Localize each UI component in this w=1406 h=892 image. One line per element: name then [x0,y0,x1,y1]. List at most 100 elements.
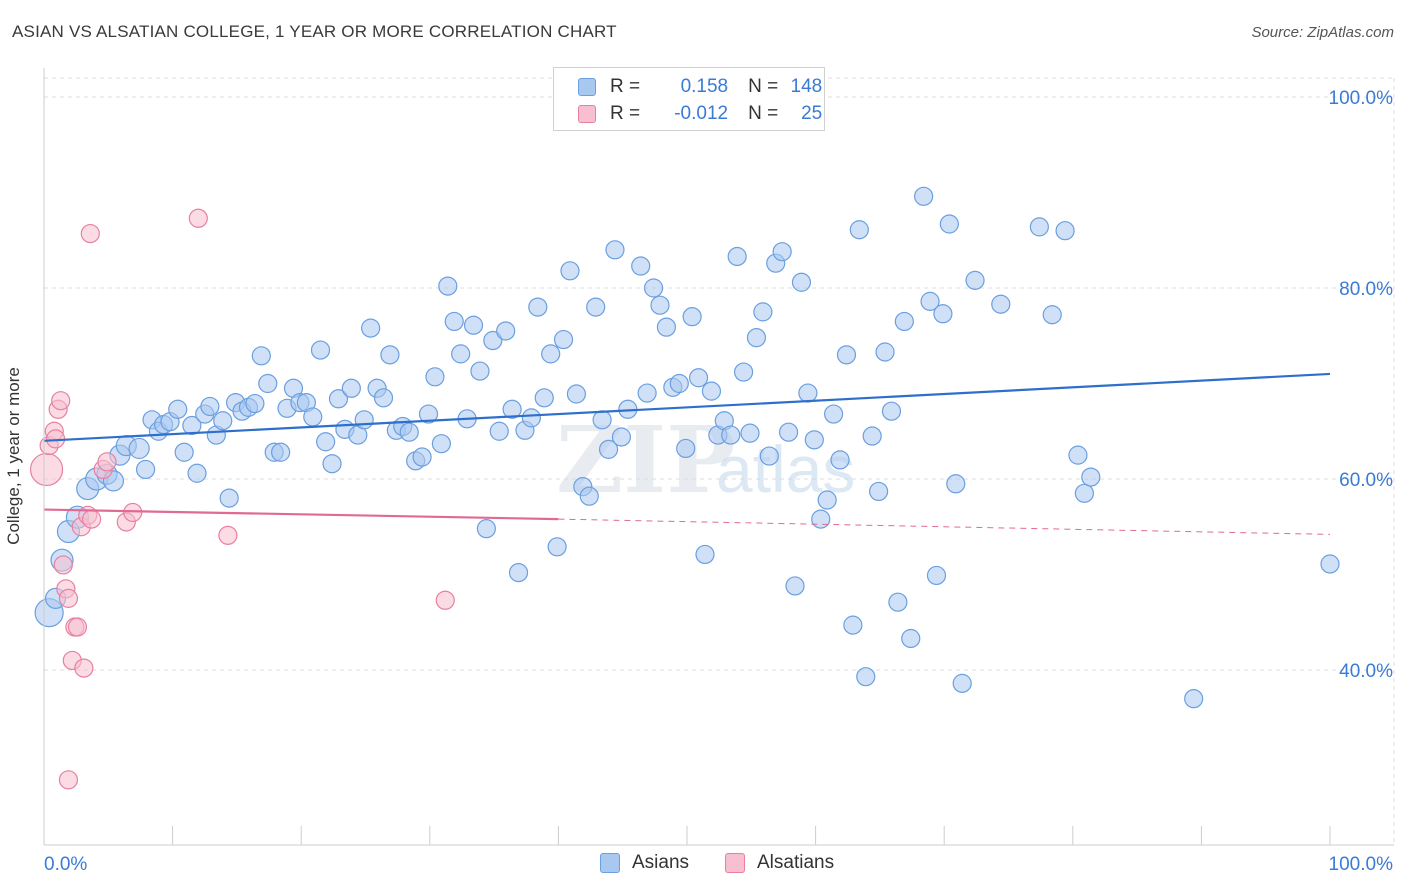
asians-point [560,261,580,281]
asians-point [695,544,715,565]
axis-layer: 100.0% 80.0% 60.0% 40.0% 0.0% 100.0% [43,68,1394,875]
asians-point [830,450,850,470]
legend-row-asians: R = 0.158 N = 148 [578,74,822,100]
asians-swatch [600,853,620,873]
asians-point [894,311,914,332]
asians-point [669,373,689,394]
asians-point [843,615,863,635]
asians-point [875,342,895,362]
asians-point [200,396,220,417]
asians-point [740,423,760,443]
alsatians-point [58,770,79,790]
asians-trend-line [43,372,1331,442]
alsatians-point [188,208,208,228]
asians-point [746,328,767,348]
asians-point [182,415,202,436]
asians-point [682,307,702,327]
alsatians-point [67,617,88,637]
asians-point [1042,305,1062,325]
alsatians-point [81,509,102,529]
asians-point [489,421,509,441]
asians-point [637,383,657,403]
asians-point [650,295,670,315]
asians-point [303,407,323,427]
asians-point [791,272,812,292]
legend-n-label: N = [748,103,779,124]
asians-point [451,344,471,364]
asians-point [836,345,857,365]
asians-point [939,214,959,234]
asians-point [135,459,156,480]
asians-point [271,442,291,462]
asians-point [373,388,394,408]
source-label: Source: ZipAtlas.com [1251,24,1394,41]
asians-point [425,367,445,387]
alsatians-point [218,525,238,545]
asians-point [316,432,336,452]
asians-point [310,340,331,360]
x-tick-label: 0.0% [44,854,87,875]
legend-r-label: R = [610,103,641,124]
alsatians-label: Alsatians [757,852,835,873]
alsatians-point [80,223,100,244]
x-tick-label: 100.0% [1329,854,1394,875]
bottom-legend-alsatians: Alsatians [725,852,834,874]
asians-point [901,628,921,649]
trend-layer [43,372,1331,535]
asians-point [438,276,458,296]
legend-n-label: N = [748,76,779,97]
y-axis-label: College, 1 year or more [4,367,23,545]
asians-point [470,361,490,381]
asians-point [759,446,779,466]
asians-point [869,481,889,502]
asians-point [862,426,882,446]
asians-point [579,486,599,506]
asians-point [528,297,548,317]
asians-point [772,242,792,262]
alsatians-point [53,555,73,575]
alsatians-trend-extension [558,518,1331,535]
legend-n-value: 25 [801,103,823,124]
y-tick-label: 100.0% [1329,88,1394,109]
asians-point [656,317,677,337]
asians-point [605,240,625,260]
correlation-legend: R = 0.158 N = 148 R = -0.012 N = 25 [553,67,825,131]
asians-point [920,291,940,311]
asians-point [341,378,361,398]
asians-point [174,442,194,462]
asians-point [811,509,831,529]
asians-point [476,519,496,539]
asians-point [566,384,587,404]
asians-point [412,447,432,467]
asians-point [380,345,400,365]
asians-point [245,393,265,414]
asians-point [592,410,612,430]
asians-point [933,304,953,324]
y-tick-label: 60.0% [1339,470,1393,491]
asians-point [1068,445,1088,465]
asians-point [824,404,844,424]
asians-point [914,186,934,206]
asians-point [418,404,439,424]
asians-point [444,311,464,332]
asians-point [258,373,278,394]
asians-point [721,425,741,445]
asians-point [541,344,561,364]
asians-point [213,411,233,431]
asians-point [631,256,651,276]
chart-title: ASIAN VS ALSATIAN COLLEGE, 1 YEAR OR MOR… [12,22,617,41]
asians-point [598,439,619,459]
alsatians-swatch [578,105,596,123]
legend-r-value: 0.158 [680,76,729,97]
legend-row-alsatians: R = -0.012 N = 25 [578,101,822,127]
asians-point [553,329,574,350]
asians-point [849,220,869,240]
asians-point [888,592,908,612]
legend-r-label: R = [610,76,641,97]
asians-point [1184,689,1204,709]
asians-point [785,576,805,596]
asians-point [361,318,381,338]
asians-swatch [578,78,596,96]
asians-point [778,422,799,442]
